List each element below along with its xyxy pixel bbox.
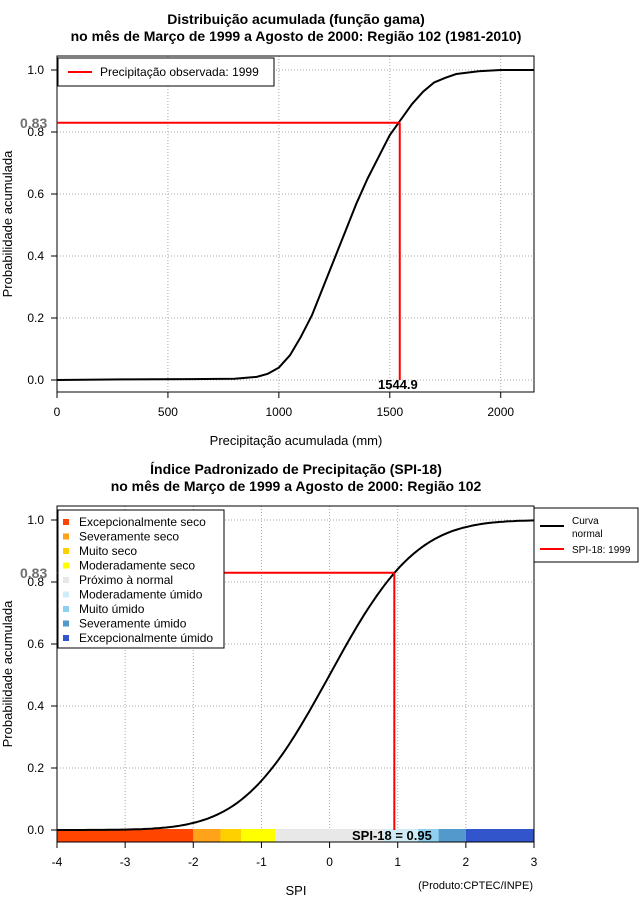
- chart2-y-tick-label: 0.0: [27, 823, 44, 837]
- chart1-x-tick-label: 0: [54, 405, 61, 419]
- chart2-y-tick-label: 0.8: [27, 575, 44, 589]
- chart2-band-segment: [193, 829, 221, 842]
- chart2-x-tick-label: 0: [326, 855, 333, 869]
- chart1-xlabel: Precipitação acumulada (mm): [210, 433, 383, 448]
- chart2-category-label: Moderadamente úmido: [79, 588, 203, 602]
- chart2-right-legend: Curva normal SPI-18: 1999: [533, 507, 639, 563]
- chart1-y-value-label: 0.83: [20, 115, 47, 131]
- chart2-category-swatch: [63, 635, 69, 641]
- chart2-ylabel: Probabilidade acumulada: [0, 600, 15, 747]
- chart2-x-tick-label: 1: [394, 855, 401, 869]
- chart2-plot-frame: [56, 505, 535, 843]
- chart2-x-tick-label: -3: [120, 855, 131, 869]
- chart1-legend: Precipitação observada: 1999: [57, 57, 275, 87]
- chart2-category-label: Excepcionalmente seco: [79, 515, 206, 529]
- chart1-legend-box: [57, 57, 275, 87]
- chart2-normal-curve: [57, 519, 535, 831]
- chart1-grid: [56, 56, 534, 392]
- chart2-category-band: [57, 829, 534, 842]
- chart1-y-axis: 0.0 0.2 0.4 0.6 0.8 1.0: [27, 63, 57, 387]
- chart1-curve-layer: [56, 69, 534, 381]
- chart1-cdf-curve: [56, 69, 534, 381]
- chart1-x-tick-label: 1000: [266, 405, 293, 419]
- chart1-y-tick-label: 0.4: [27, 249, 44, 263]
- chart2-band-segment: [384, 829, 419, 842]
- chart1-subtitle: no mês de Março de 1999 a Agosto de 2000…: [71, 28, 522, 44]
- chart2-y-axis: 0.0 0.2 0.4 0.6 0.8 1.0: [27, 513, 57, 837]
- chart2-band-segment: [418, 829, 439, 842]
- chart1-x-tick-label: 500: [158, 405, 178, 419]
- chart1-title: Distribuição acumulada (função gama): [167, 11, 425, 27]
- chart2-y-value-label: 0.83: [20, 565, 47, 581]
- chart2-category-label: Severamente úmido: [79, 617, 187, 631]
- chart1-x-value-label: 1544.9: [378, 377, 418, 392]
- chart2-category-swatch: [63, 577, 69, 583]
- chart2-category-swatch: [63, 519, 69, 525]
- chart2-subtitle: no mês de Março de 1999 a Agosto de 2000…: [111, 478, 482, 494]
- chart2-category-swatch: [63, 620, 69, 627]
- chart1-y-tick-label: 1.0: [27, 63, 44, 77]
- chart2-legend-curve-label-2: normal: [572, 529, 603, 540]
- chart1-marker-layer: [57, 121, 401, 380]
- chart2-category-swatch: [63, 533, 69, 540]
- chart1-x-tick-label: 1500: [376, 405, 403, 419]
- chart2-category-label: Severamente seco: [79, 530, 179, 544]
- chart2-right-legend-box: [533, 507, 639, 563]
- chart1-plot-frame: [56, 55, 535, 393]
- chart2-category-label: Muito seco: [79, 544, 137, 558]
- chart2-y-tick-label: 0.2: [27, 761, 44, 775]
- chart2-x-tick-label: 3: [531, 855, 538, 869]
- chart2-y-tick-label: 0.6: [27, 637, 44, 651]
- chart2-category-swatch: [63, 548, 69, 554]
- chart2-y-tick-label: 1.0: [27, 513, 44, 527]
- chart1-y-tick-label: 0.2: [27, 311, 44, 325]
- chart2-legend-curve-label: Curva: [572, 516, 599, 527]
- chart2-category-swatch: [63, 591, 69, 598]
- chart2-title: Índice Padronizado de Precipitação (SPI-…: [150, 461, 442, 477]
- chart2-category-swatch: [63, 606, 69, 612]
- chart2-y-tick-label: 0.4: [27, 699, 44, 713]
- chart1-y-tick-label: 0.8: [27, 125, 44, 139]
- chart2-spi-value-label: SPI-18 = 0.95: [352, 828, 432, 843]
- chart1-x-tick-label: 2000: [487, 405, 514, 419]
- chart2-band-segment: [220, 829, 241, 842]
- chart2-x-tick-label: -1: [256, 855, 267, 869]
- chart2-x-tick-label: -4: [52, 855, 63, 869]
- chart2-curve-layer: [57, 519, 535, 831]
- chart2-band-segment: [57, 829, 194, 842]
- chart-gamma: Distribuição acumulada (função gama) no …: [0, 11, 535, 448]
- credit-label: (Produto:CPTEC/INPE): [418, 880, 533, 892]
- chart2-band-segment: [275, 829, 385, 842]
- chart2-category-label: Muito úmido: [79, 602, 145, 616]
- chart2-category-label: Moderadamente seco: [79, 559, 195, 573]
- chart2-band-segment: [240, 829, 276, 842]
- chart1-y-tick-label: 0.0: [27, 373, 44, 387]
- chart2-category-swatch: [63, 562, 69, 569]
- chart2-category-label: Próximo à normal: [79, 573, 173, 587]
- chart1-x-axis: 0 500 1000 1500 2000: [54, 392, 514, 419]
- chart1-legend-label: Precipitação observada: 1999: [100, 65, 259, 79]
- chart2-xlabel: SPI: [286, 883, 307, 898]
- chart2-band-segment: [438, 829, 466, 842]
- chart2-x-tick-label: 2: [463, 855, 470, 869]
- chart1-y-tick-label: 0.6: [27, 187, 44, 201]
- chart2-legend-spi-label: SPI-18: 1999: [572, 545, 631, 556]
- chart1-ylabel: Probabilidade acumulada: [0, 150, 15, 297]
- chart-spi: Índice Padronizado de Precipitação (SPI-…: [0, 461, 639, 898]
- chart2-x-tick-label: -2: [188, 855, 199, 869]
- chart2-category-legend-box: [57, 509, 225, 649]
- chart2-x-axis: -4 -3 -2 -1 0 1 2 3: [52, 842, 538, 869]
- chart2-band-segment: [465, 829, 534, 842]
- chart2-category-label: Excepcionalmente úmido: [79, 631, 213, 645]
